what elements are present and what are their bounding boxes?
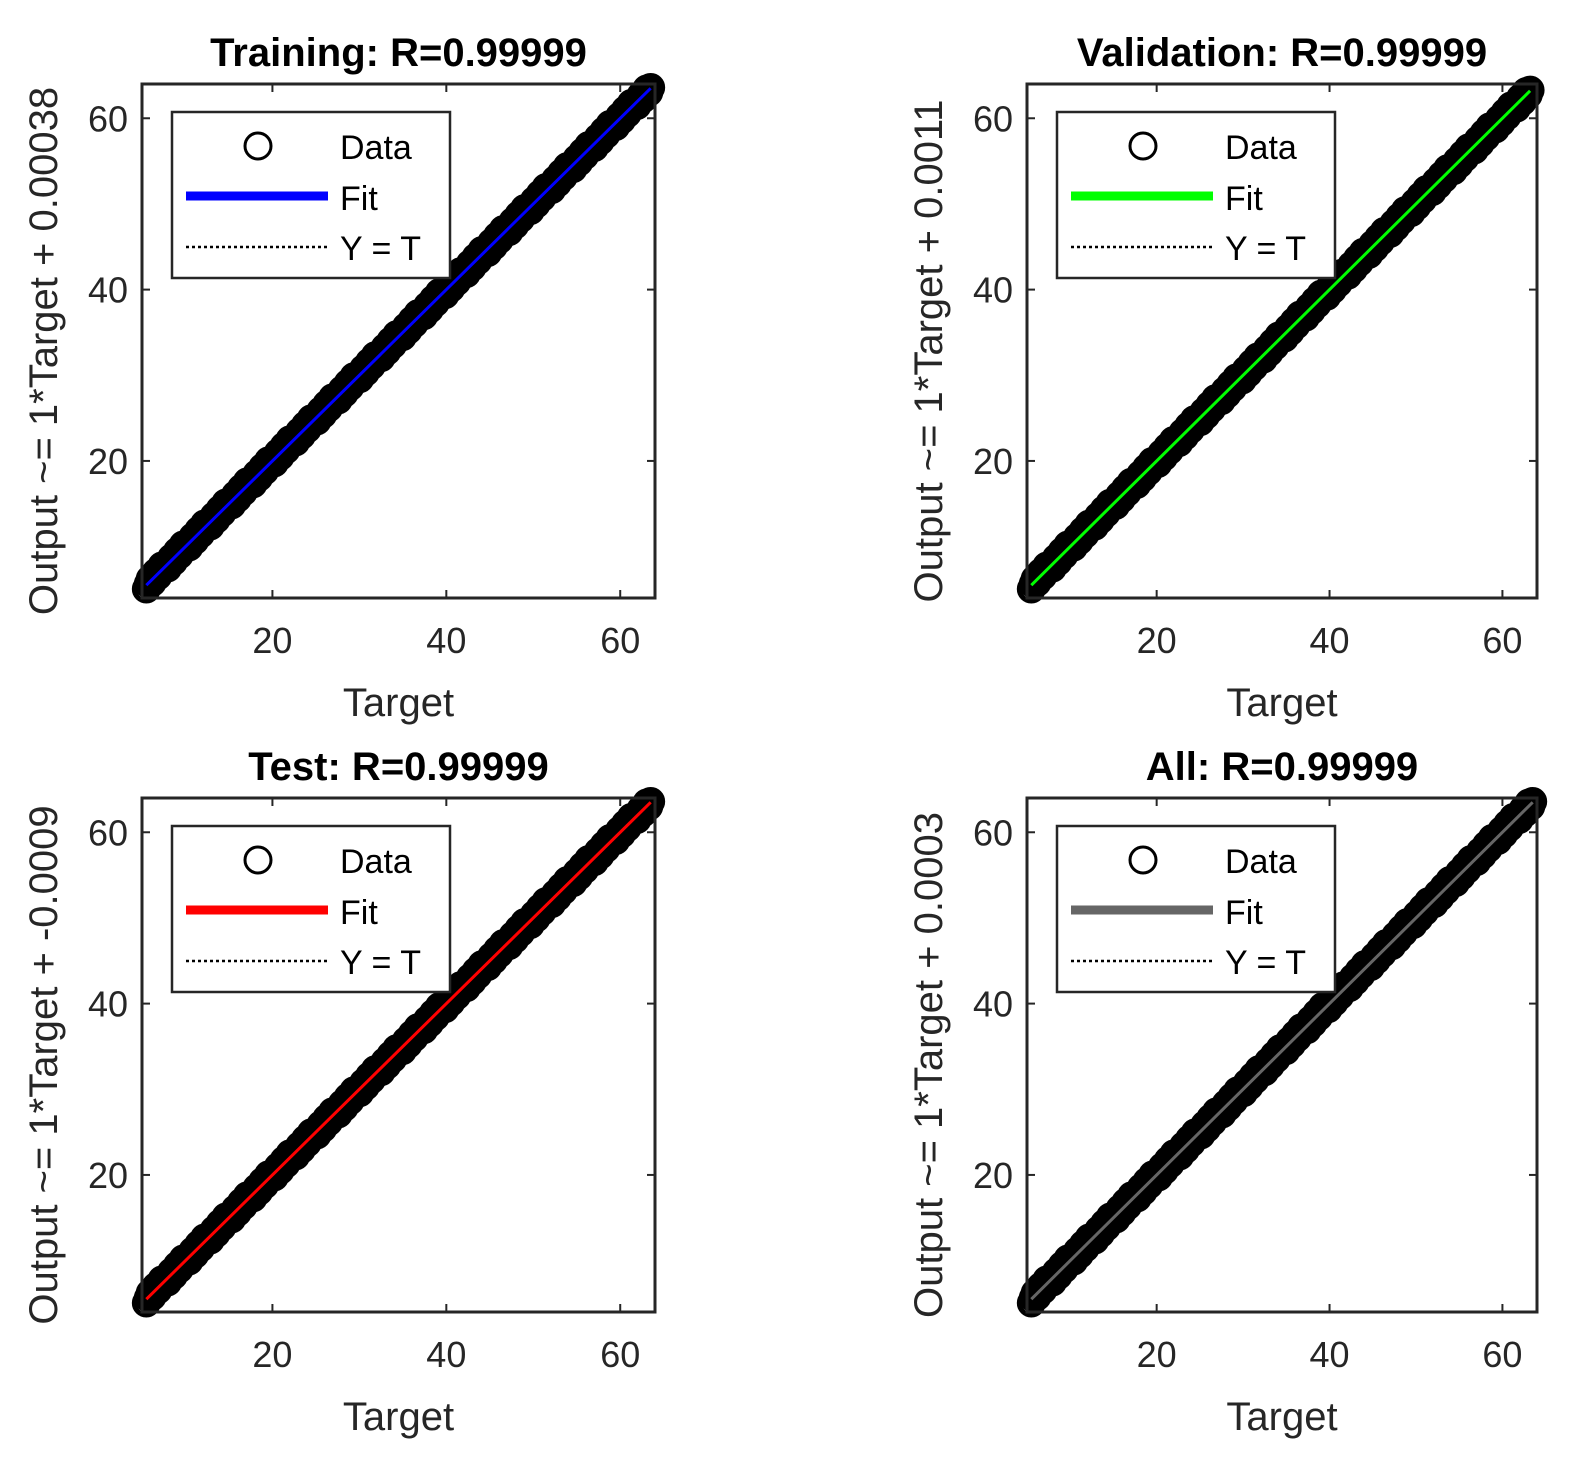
x-tick-label: 40	[426, 1334, 466, 1375]
legend-entry-fit: Fit	[1225, 180, 1263, 218]
y-axis-label: Output ~= 1*Target + -0.0009	[22, 805, 66, 1324]
x-tick-label: 40	[1310, 620, 1350, 661]
x-tick-label: 20	[252, 620, 292, 661]
x-axis-label: Target	[1226, 681, 1337, 725]
legend-entry-data: Data	[1225, 129, 1297, 167]
data-points	[1016, 787, 1548, 1318]
data-points	[131, 73, 666, 604]
y-tick-label: 40	[973, 984, 1013, 1025]
panel-4: 20 40 60 20 40 60 All: R=0.99999 Target Output ~…	[907, 745, 1548, 1439]
x-tick-label: 60	[1482, 1334, 1522, 1375]
fit-line	[1030, 89, 1532, 587]
x-tick-label: 20	[1137, 1334, 1177, 1375]
legend-entry-fit: Fit	[340, 894, 378, 932]
legend-entry-identity: Y = T	[1225, 230, 1306, 268]
data-points	[1016, 75, 1545, 604]
data-points	[131, 787, 666, 1318]
y-axis-label: Output ~= 1*Target + 0.00038	[22, 87, 66, 615]
y-tick-label: 40	[88, 984, 128, 1025]
x-axis-label: Target	[343, 1395, 454, 1439]
panel-2: 20 40 60 20 40 60 Validation: R=0.99999 Target O…	[907, 31, 1545, 725]
x-tick-label: 40	[1310, 1334, 1350, 1375]
legend: Data Fit Y = T	[170, 824, 452, 994]
legend-entry-fit: Fit	[340, 180, 378, 218]
y-tick-label: 20	[88, 441, 128, 482]
axes-box	[1025, 82, 1539, 600]
legend-entry-data: Data	[1225, 843, 1297, 881]
y-tick-label: 60	[973, 98, 1013, 139]
axes-box	[140, 796, 657, 1314]
fit-line	[145, 87, 652, 587]
panel-1: 20 40 60 20 40 60 Training: R=0.99999 Target Out…	[22, 31, 666, 725]
legend-entry-identity: Y = T	[1225, 944, 1306, 982]
chart-title: All: R=0.99999	[1146, 745, 1418, 789]
y-tick-label: 40	[973, 270, 1013, 311]
data-point	[636, 787, 666, 817]
chart-title: Validation: R=0.99999	[1077, 31, 1487, 75]
x-tick-label: 60	[600, 1334, 640, 1375]
legend-data-marker	[243, 131, 273, 161]
legend-data-marker	[1128, 131, 1158, 161]
y-tick-label: 60	[88, 98, 128, 139]
data-point	[1518, 787, 1548, 817]
legend-entry-fit: Fit	[1225, 894, 1263, 932]
legend: Data Fit Y = T	[170, 110, 452, 280]
x-axis-label: Target	[1226, 1395, 1337, 1439]
legend-data-marker	[1128, 845, 1158, 875]
y-axis-label: Output ~= 1*Target + 0.0011	[907, 100, 951, 603]
y-tick-label: 20	[88, 1155, 128, 1196]
y-tick-label: 60	[973, 812, 1013, 853]
data-point	[636, 73, 666, 103]
fit-line	[1030, 801, 1534, 1301]
legend-entry-identity: Y = T	[340, 944, 421, 982]
legend-entry-identity: Y = T	[340, 230, 421, 268]
axes-box	[1025, 796, 1539, 1314]
x-tick-label: 20	[1137, 620, 1177, 661]
x-tick-label: 20	[252, 1334, 292, 1375]
legend-data-marker	[243, 845, 273, 875]
chart-title: Test: R=0.99999	[248, 745, 549, 789]
x-tick-label: 60	[1482, 620, 1522, 661]
fit-line	[145, 801, 652, 1301]
panel-3: 20 40 60 20 40 60 Test: R=0.99999 Target Output …	[22, 745, 666, 1439]
legend: Data Fit Y = T	[1055, 110, 1337, 280]
y-tick-label: 60	[88, 812, 128, 853]
x-tick-label: 60	[600, 620, 640, 661]
y-tick-label: 20	[973, 1155, 1013, 1196]
x-axis-label: Target	[343, 681, 454, 725]
chart-title: Training: R=0.99999	[210, 31, 587, 75]
legend: Data Fit Y = T	[1055, 824, 1337, 994]
legend-entry-data: Data	[340, 843, 412, 881]
y-tick-label: 40	[88, 270, 128, 311]
x-tick-label: 40	[426, 620, 466, 661]
y-axis-label: Output ~= 1*Target + 0.0003	[907, 812, 951, 1318]
axes-box	[140, 82, 657, 600]
data-point	[1515, 75, 1545, 105]
y-tick-label: 20	[973, 441, 1013, 482]
legend-entry-data: Data	[340, 129, 412, 167]
